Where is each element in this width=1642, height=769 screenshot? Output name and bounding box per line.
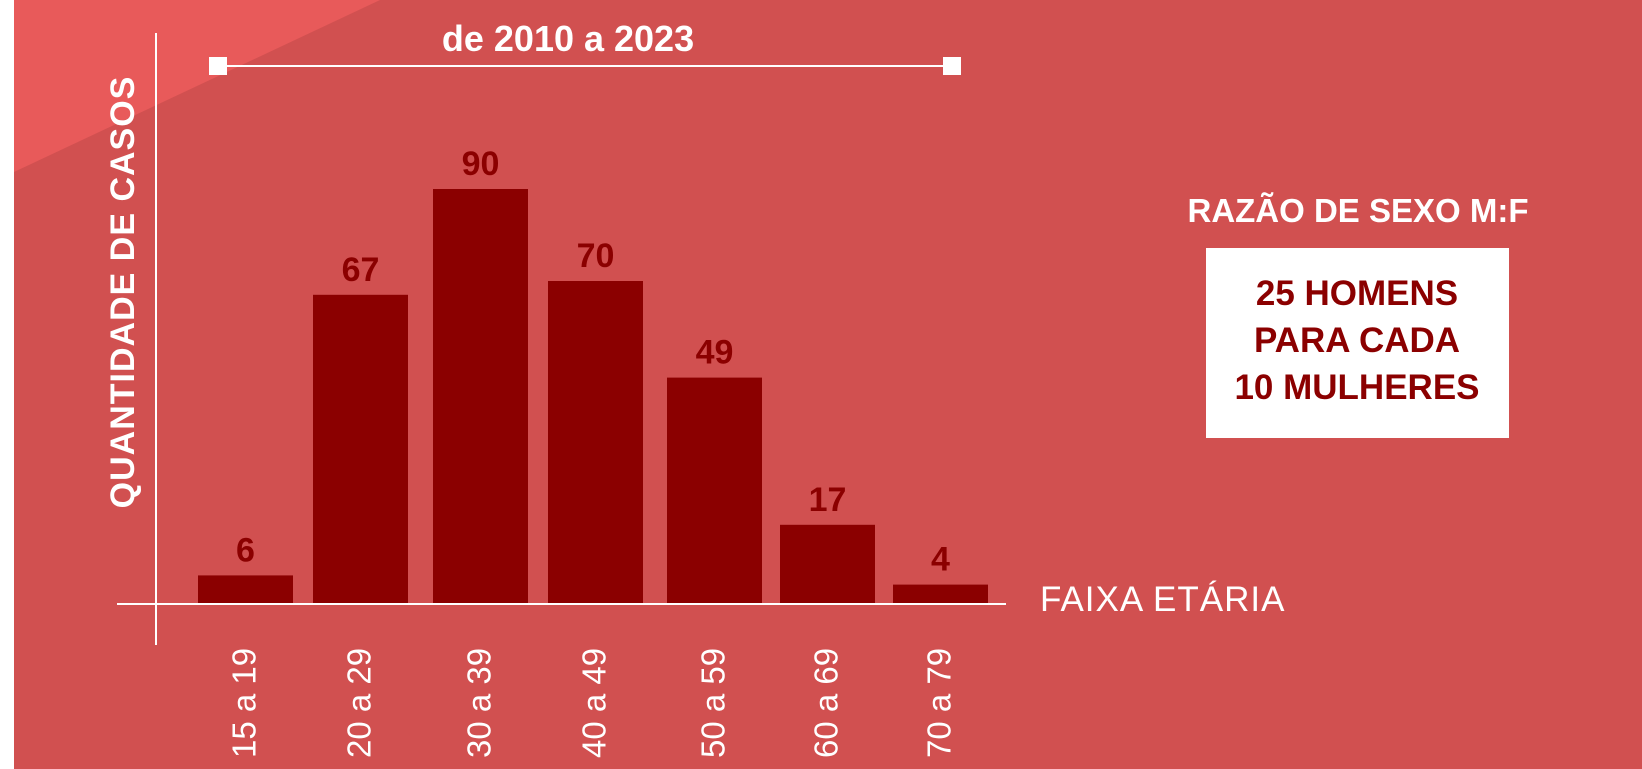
bar (313, 294, 408, 603)
y-axis-label: QUANTIDADE DE CASOS (104, 76, 142, 509)
period-bracket-end-marker (943, 57, 961, 75)
bar-value-label: 6 (236, 531, 255, 569)
bar (780, 524, 875, 603)
chart-title: de 2010 a 2023 (442, 18, 694, 59)
sex-ratio-panel: RAZÃO DE SEXO M:F 25 HOMENS PARA CADA 10… (1187, 192, 1529, 438)
bar (893, 584, 988, 603)
bar-value-label: 70 (577, 237, 615, 275)
x-tick-label: 60 a 69 (808, 648, 845, 758)
sex-ratio-line: 25 HOMENS (1256, 274, 1458, 313)
x-tick-label: 40 a 49 (576, 648, 613, 758)
x-tick-labels-group: 15 a 19 20 a 29 30 a 39 40 a 49 50 a 59 60 a … (226, 648, 958, 758)
period-bracket-start-marker (209, 57, 227, 75)
sex-ratio-line: PARA CADA (1254, 321, 1460, 360)
bar-value-label: 17 (809, 481, 847, 519)
bar (548, 281, 643, 603)
x-tick-label: 70 a 79 (921, 648, 958, 758)
bar (667, 377, 762, 603)
x-tick-label: 20 a 29 (341, 648, 378, 758)
x-tick-label: 30 a 39 (461, 648, 498, 758)
left-margin-strip (0, 0, 14, 769)
sex-ratio-line: 10 MULHERES (1234, 368, 1479, 407)
bar (433, 189, 528, 603)
sex-ratio-heading: RAZÃO DE SEXO M:F (1187, 192, 1528, 229)
value-labels-group: 6 67 90 70 49 17 4 (236, 145, 950, 579)
bar-value-label: 90 (462, 145, 500, 183)
x-tick-label: 15 a 19 (226, 648, 263, 758)
x-axis-label: FAIXA ETÁRIA (1040, 580, 1285, 619)
period-bracket (209, 57, 961, 75)
bar-value-label: 4 (931, 541, 950, 579)
sex-ratio-box (1206, 248, 1509, 438)
bar-value-label: 67 (342, 251, 380, 289)
bar-value-label: 49 (696, 334, 734, 372)
bars-group (198, 189, 988, 603)
x-tick-label: 50 a 59 (695, 648, 732, 758)
corner-accent (14, 0, 380, 172)
bar (198, 575, 293, 603)
